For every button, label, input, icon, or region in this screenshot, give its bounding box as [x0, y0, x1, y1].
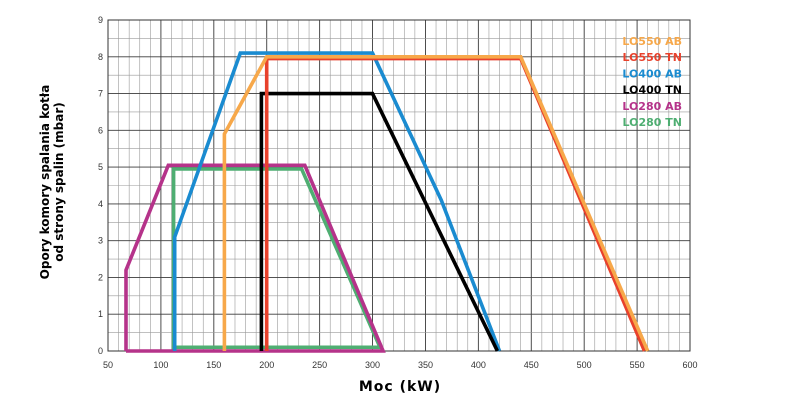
y-tick-label: 2 [98, 272, 103, 282]
x-tick-label: 500 [577, 360, 592, 370]
x-tick-label: 400 [471, 360, 486, 370]
legend-entry-lo400-ab: LO400 AB [622, 67, 682, 80]
x-tick-label: 550 [630, 360, 645, 370]
y-tick-label: 1 [98, 309, 103, 319]
y-axis-label: Opory komory spalania kotła od strony sp… [38, 85, 66, 280]
x-tick-label: 250 [312, 360, 327, 370]
y-tick-label: 3 [98, 236, 103, 246]
legend-entry-lo400-tn: LO400 TN [623, 84, 682, 97]
x-tick-label: 50 [103, 360, 113, 370]
series-line-lo550-ab [222, 54, 650, 352]
y-tick-label: 0 [98, 346, 103, 356]
series-line-lo280-tn [171, 167, 383, 351]
plot-border [107, 19, 691, 352]
y-axis-label-line-2: od strony spalin (mbar) [52, 102, 66, 261]
x-tick-label: 350 [418, 360, 433, 370]
series-layer [124, 51, 650, 353]
y-tick-label: 8 [98, 52, 103, 62]
grid [107, 19, 691, 352]
y-tick-label: 5 [98, 162, 103, 172]
legend-entry-lo550-tn: LO550 TN [623, 51, 682, 64]
legend-entry-lo280-ab: LO280 AB [622, 100, 682, 113]
series-line-lo400-tn [259, 91, 500, 352]
x-tick-label: 600 [682, 360, 697, 370]
y-axis-label-line-1: Opory komory spalania kotła [38, 85, 52, 280]
legend: LO550 AB LO550 TN LO400 AB LO400 TN LO280 AB… [622, 35, 682, 129]
series-line-lo280-ab [124, 163, 386, 353]
x-tick-label: 100 [153, 360, 168, 370]
legend-entry-lo550-ab: LO550 AB [622, 35, 682, 48]
y-tick-label: 4 [98, 199, 103, 209]
x-tick-label: 300 [365, 360, 380, 370]
axes: 50 100 150 200 250 300 350 400 450 500 550 600 0 1 2 3 4… [98, 15, 698, 370]
legend-entry-lo280-tn: LO280 TN [623, 116, 682, 129]
series-line-lo400-ab [172, 51, 502, 352]
y-tick-label: 6 [98, 125, 103, 135]
x-tick-label: 150 [206, 360, 221, 370]
y-tick-label: 7 [98, 89, 103, 99]
x-tick-label: 450 [524, 360, 539, 370]
x-tick-label: 200 [259, 360, 274, 370]
x-axis-label: Moc (kW) [359, 379, 441, 395]
y-tick-label: 9 [98, 15, 103, 25]
